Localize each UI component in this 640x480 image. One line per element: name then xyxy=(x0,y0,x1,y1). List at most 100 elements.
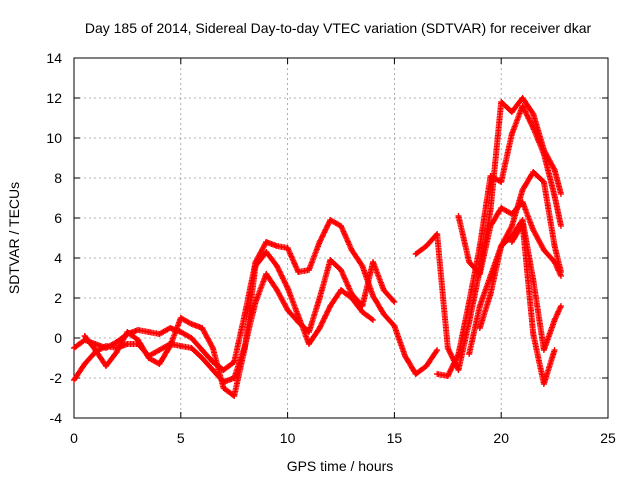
data-point xyxy=(487,173,494,179)
data-point xyxy=(71,377,77,383)
data-point xyxy=(295,313,302,319)
data-point xyxy=(177,343,184,349)
data-point xyxy=(530,169,537,175)
data-point xyxy=(348,295,355,301)
data-point xyxy=(284,245,291,251)
data-point xyxy=(476,325,483,331)
data-point xyxy=(530,125,537,131)
data-point xyxy=(434,371,441,377)
data-point xyxy=(434,231,441,237)
data-point xyxy=(370,293,377,299)
series-track-1 xyxy=(71,217,441,377)
x-tick-label: 0 xyxy=(70,430,78,446)
y-tick-label: 2 xyxy=(54,290,62,306)
data-point xyxy=(359,263,366,269)
data-point xyxy=(498,205,505,211)
data-point xyxy=(402,353,409,359)
data-point xyxy=(558,303,565,309)
data-point xyxy=(476,243,483,249)
data-point xyxy=(530,227,537,233)
data-point xyxy=(540,347,547,353)
data-point xyxy=(380,311,387,317)
data-point xyxy=(327,303,334,309)
chart-title: Day 185 of 2014, Sidereal Day-to-day VTE… xyxy=(85,20,592,36)
data-point xyxy=(370,259,377,265)
data-point xyxy=(252,263,259,269)
grid xyxy=(74,58,608,418)
data-point xyxy=(71,345,77,351)
x-tick-label: 25 xyxy=(600,430,616,446)
data-point xyxy=(530,331,537,337)
y-tick-label: 6 xyxy=(54,210,62,226)
series-track-8 xyxy=(476,217,565,353)
data-point xyxy=(530,277,537,283)
data-point xyxy=(135,327,142,333)
data-point xyxy=(231,359,238,365)
data-point xyxy=(284,307,291,313)
y-tick-label: -2 xyxy=(50,370,63,386)
data-point xyxy=(519,103,526,109)
x-tick-label: 5 xyxy=(177,430,185,446)
data-point xyxy=(145,329,152,335)
data-point xyxy=(199,325,206,331)
data-point xyxy=(540,179,547,185)
data-point xyxy=(508,109,515,115)
data-point xyxy=(241,311,248,317)
data-point xyxy=(348,247,355,253)
data-point xyxy=(370,317,377,323)
data-point xyxy=(558,223,565,229)
data-point xyxy=(519,187,526,193)
series-track-7 xyxy=(466,169,565,357)
series-track-5 xyxy=(434,103,565,379)
data-point xyxy=(498,179,505,185)
data-point xyxy=(530,111,537,117)
data-point xyxy=(327,257,334,263)
data-marks xyxy=(71,95,565,399)
y-tick-label: 12 xyxy=(46,90,62,106)
data-point xyxy=(434,347,441,353)
data-point xyxy=(558,191,565,197)
data-point xyxy=(551,243,558,249)
data-point xyxy=(145,355,152,361)
data-point xyxy=(338,287,344,293)
y-tick-label: 0 xyxy=(54,330,62,346)
data-point xyxy=(167,325,174,331)
data-point xyxy=(455,351,462,357)
data-point xyxy=(209,367,216,373)
data-point xyxy=(380,287,387,293)
data-point xyxy=(81,361,88,367)
plot-frame xyxy=(73,57,609,419)
data-point xyxy=(188,321,195,327)
data-point xyxy=(273,287,280,293)
data-point xyxy=(487,207,494,213)
data-point xyxy=(519,221,526,227)
y-tick-label: 14 xyxy=(46,50,62,66)
data-point xyxy=(558,269,565,275)
data-point xyxy=(124,341,131,347)
data-point xyxy=(188,345,195,351)
data-point xyxy=(508,239,515,245)
data-point xyxy=(263,239,270,245)
x-tick-label: 15 xyxy=(387,430,403,446)
data-point xyxy=(305,341,312,347)
data-point xyxy=(316,325,323,331)
data-point xyxy=(209,345,216,351)
data-point xyxy=(305,267,312,273)
data-point xyxy=(444,345,451,351)
series-track-9 xyxy=(508,221,558,387)
data-point xyxy=(551,167,558,173)
data-point xyxy=(199,355,206,361)
data-point xyxy=(551,259,558,265)
data-point xyxy=(498,99,505,105)
series-track-6 xyxy=(455,199,565,279)
data-point xyxy=(103,343,110,349)
data-point xyxy=(455,213,462,219)
data-point xyxy=(423,243,430,249)
data-point xyxy=(551,347,558,353)
data-point xyxy=(540,381,547,387)
data-point xyxy=(241,345,248,351)
data-point xyxy=(316,295,323,301)
data-point xyxy=(273,243,280,249)
y-tick-label: -4 xyxy=(50,410,63,426)
y-axis-label: SDTVAR / TECUs xyxy=(6,182,22,294)
